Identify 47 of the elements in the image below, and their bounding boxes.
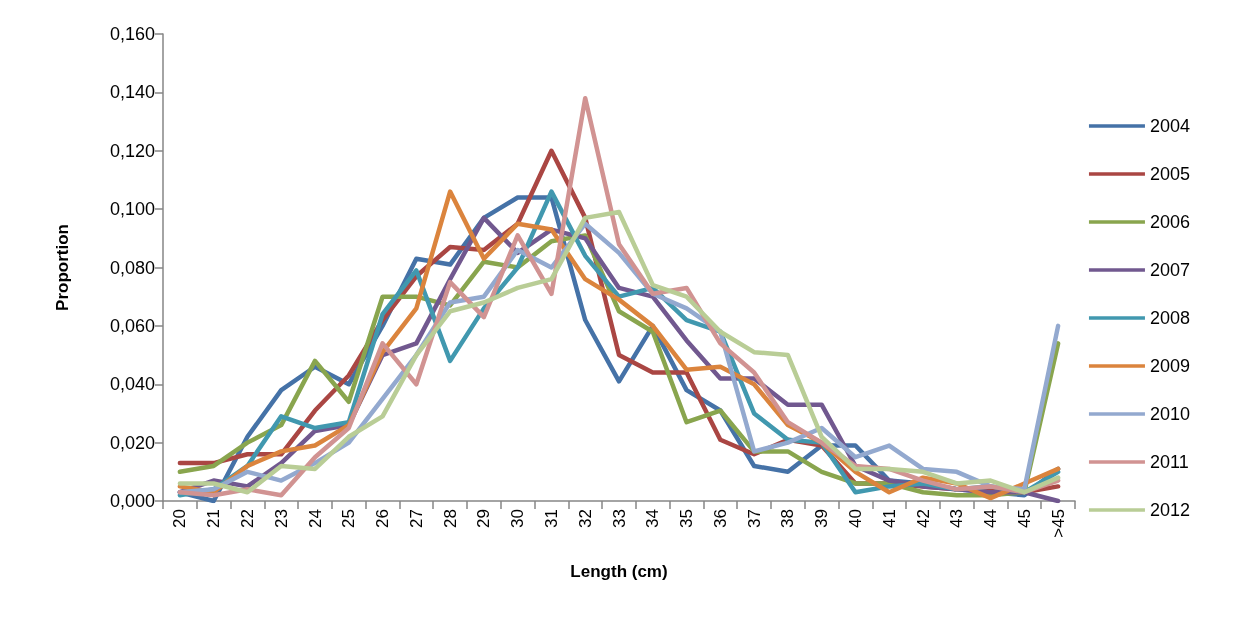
x-tick-label: 23: [271, 509, 291, 528]
legend-label: 2012: [1149, 500, 1190, 520]
x-tick-label: 36: [710, 509, 730, 528]
legend-label: 2005: [1149, 164, 1190, 184]
x-tick-label: 20: [170, 509, 190, 528]
legend-label: 2010: [1149, 404, 1190, 424]
x-tick-label: 29: [474, 509, 494, 528]
x-tick-label: 28: [440, 509, 460, 528]
y-tick-label: 0,000: [109, 491, 155, 511]
x-tick-label: 24: [305, 509, 325, 528]
legend-label: 2009: [1149, 356, 1190, 376]
y-tick-label: 0,120: [109, 140, 155, 161]
legend-label: 2004: [1149, 116, 1190, 136]
y-tick-label: 0,100: [109, 199, 155, 220]
y-tick-label: 0,080: [109, 257, 155, 278]
x-tick-label: 41: [879, 509, 899, 528]
x-tick-label: 42: [913, 509, 933, 528]
x-tick-label: 30: [508, 509, 528, 528]
x-tick-label: 21: [204, 509, 224, 528]
y-tick-label: 0,040: [109, 374, 155, 395]
x-tick-label: 32: [575, 509, 595, 528]
x-tick-label: 31: [541, 509, 561, 528]
x-tick-label: 35: [677, 509, 697, 528]
y-tick-label: 0,020: [109, 432, 155, 453]
legend-label: 2007: [1149, 260, 1190, 280]
x-tick-label: 34: [643, 509, 663, 528]
x-tick-label: 37: [744, 509, 764, 528]
x-tick-label: 33: [609, 509, 629, 528]
x-tick-label: 22: [237, 509, 257, 528]
x-axis-title: Length (cm): [570, 562, 668, 581]
x-tick-label: >45: [1048, 509, 1068, 538]
x-tick-label: 39: [812, 509, 832, 528]
x-tick-label: 43: [947, 509, 967, 528]
x-tick-label: 27: [406, 509, 426, 528]
x-tick-label: 26: [373, 509, 393, 528]
y-tick-label: 0,160: [109, 24, 155, 44]
x-tick-label: 44: [981, 509, 1001, 528]
y-tick-label: 0,140: [109, 82, 155, 103]
legend-label: 2006: [1149, 212, 1190, 232]
legend-label: 2011: [1149, 452, 1189, 472]
x-tick-label: 25: [339, 509, 359, 528]
y-tick-label: 0,060: [109, 315, 155, 336]
legend-label: 2008: [1149, 308, 1190, 328]
x-tick-label: 45: [1014, 509, 1034, 528]
y-axis-title: Proportion: [53, 224, 72, 311]
x-tick-label: 40: [845, 509, 865, 528]
x-tick-label: 38: [778, 509, 798, 528]
